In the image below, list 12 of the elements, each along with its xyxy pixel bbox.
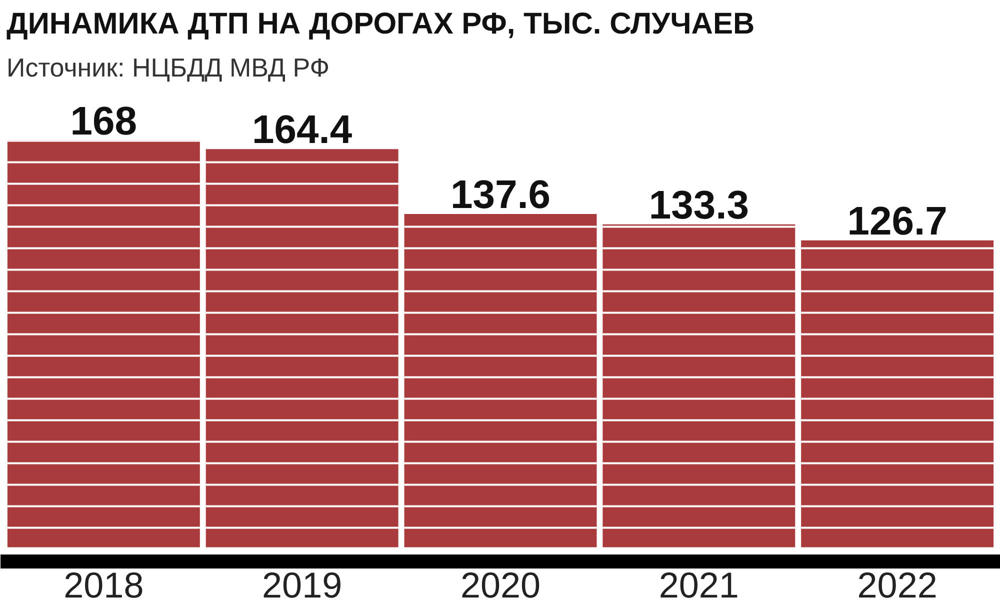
data-label: 137.6 [450,173,551,218]
chart-title: ДИНАМИКА ДТП НА ДОРОГАХ РФ, ТЫС. СЛУЧАЕВ [6,8,755,40]
data-label: 133.3 [648,183,749,228]
chart-subtitle: Источник: НЦБДД МВД РФ [6,52,330,82]
data-label: 168 [70,99,138,144]
x-tick-label: 2021 [658,564,739,603]
x-tick-label: 2018 [64,564,144,603]
x-tick-label: 2020 [460,564,541,603]
data-label: 126.7 [847,199,948,244]
x-tick-label: 2019 [262,564,342,603]
x-tick-label: 2022 [857,564,938,603]
data-label: 164.4 [252,108,353,152]
